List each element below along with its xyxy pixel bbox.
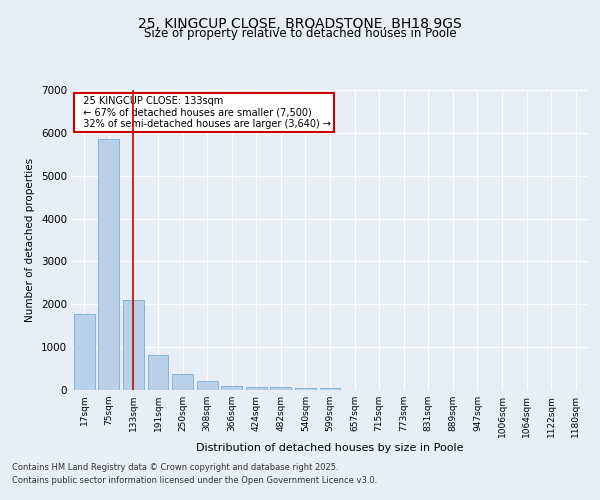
Text: 25 KINGCUP CLOSE: 133sqm
  ← 67% of detached houses are smaller (7,500)
  32% of: 25 KINGCUP CLOSE: 133sqm ← 67% of detach… (77, 96, 331, 129)
X-axis label: Distribution of detached houses by size in Poole: Distribution of detached houses by size … (196, 442, 464, 452)
Text: Contains public sector information licensed under the Open Government Licence v3: Contains public sector information licen… (12, 476, 377, 485)
Text: Contains HM Land Registry data © Crown copyright and database right 2025.: Contains HM Land Registry data © Crown c… (12, 464, 338, 472)
Text: Size of property relative to detached houses in Poole: Size of property relative to detached ho… (143, 28, 457, 40)
Bar (221, 386, 242, 390)
Bar (246, 386, 267, 390)
Bar (197, 381, 218, 390)
Bar (172, 374, 193, 390)
Bar (295, 388, 316, 390)
Bar (271, 388, 292, 390)
Y-axis label: Number of detached properties: Number of detached properties (25, 158, 35, 322)
Bar (148, 355, 169, 390)
Bar (98, 140, 119, 390)
Bar (74, 314, 95, 390)
Bar (123, 300, 144, 390)
Bar (320, 388, 340, 390)
Text: 25, KINGCUP CLOSE, BROADSTONE, BH18 9GS: 25, KINGCUP CLOSE, BROADSTONE, BH18 9GS (138, 18, 462, 32)
